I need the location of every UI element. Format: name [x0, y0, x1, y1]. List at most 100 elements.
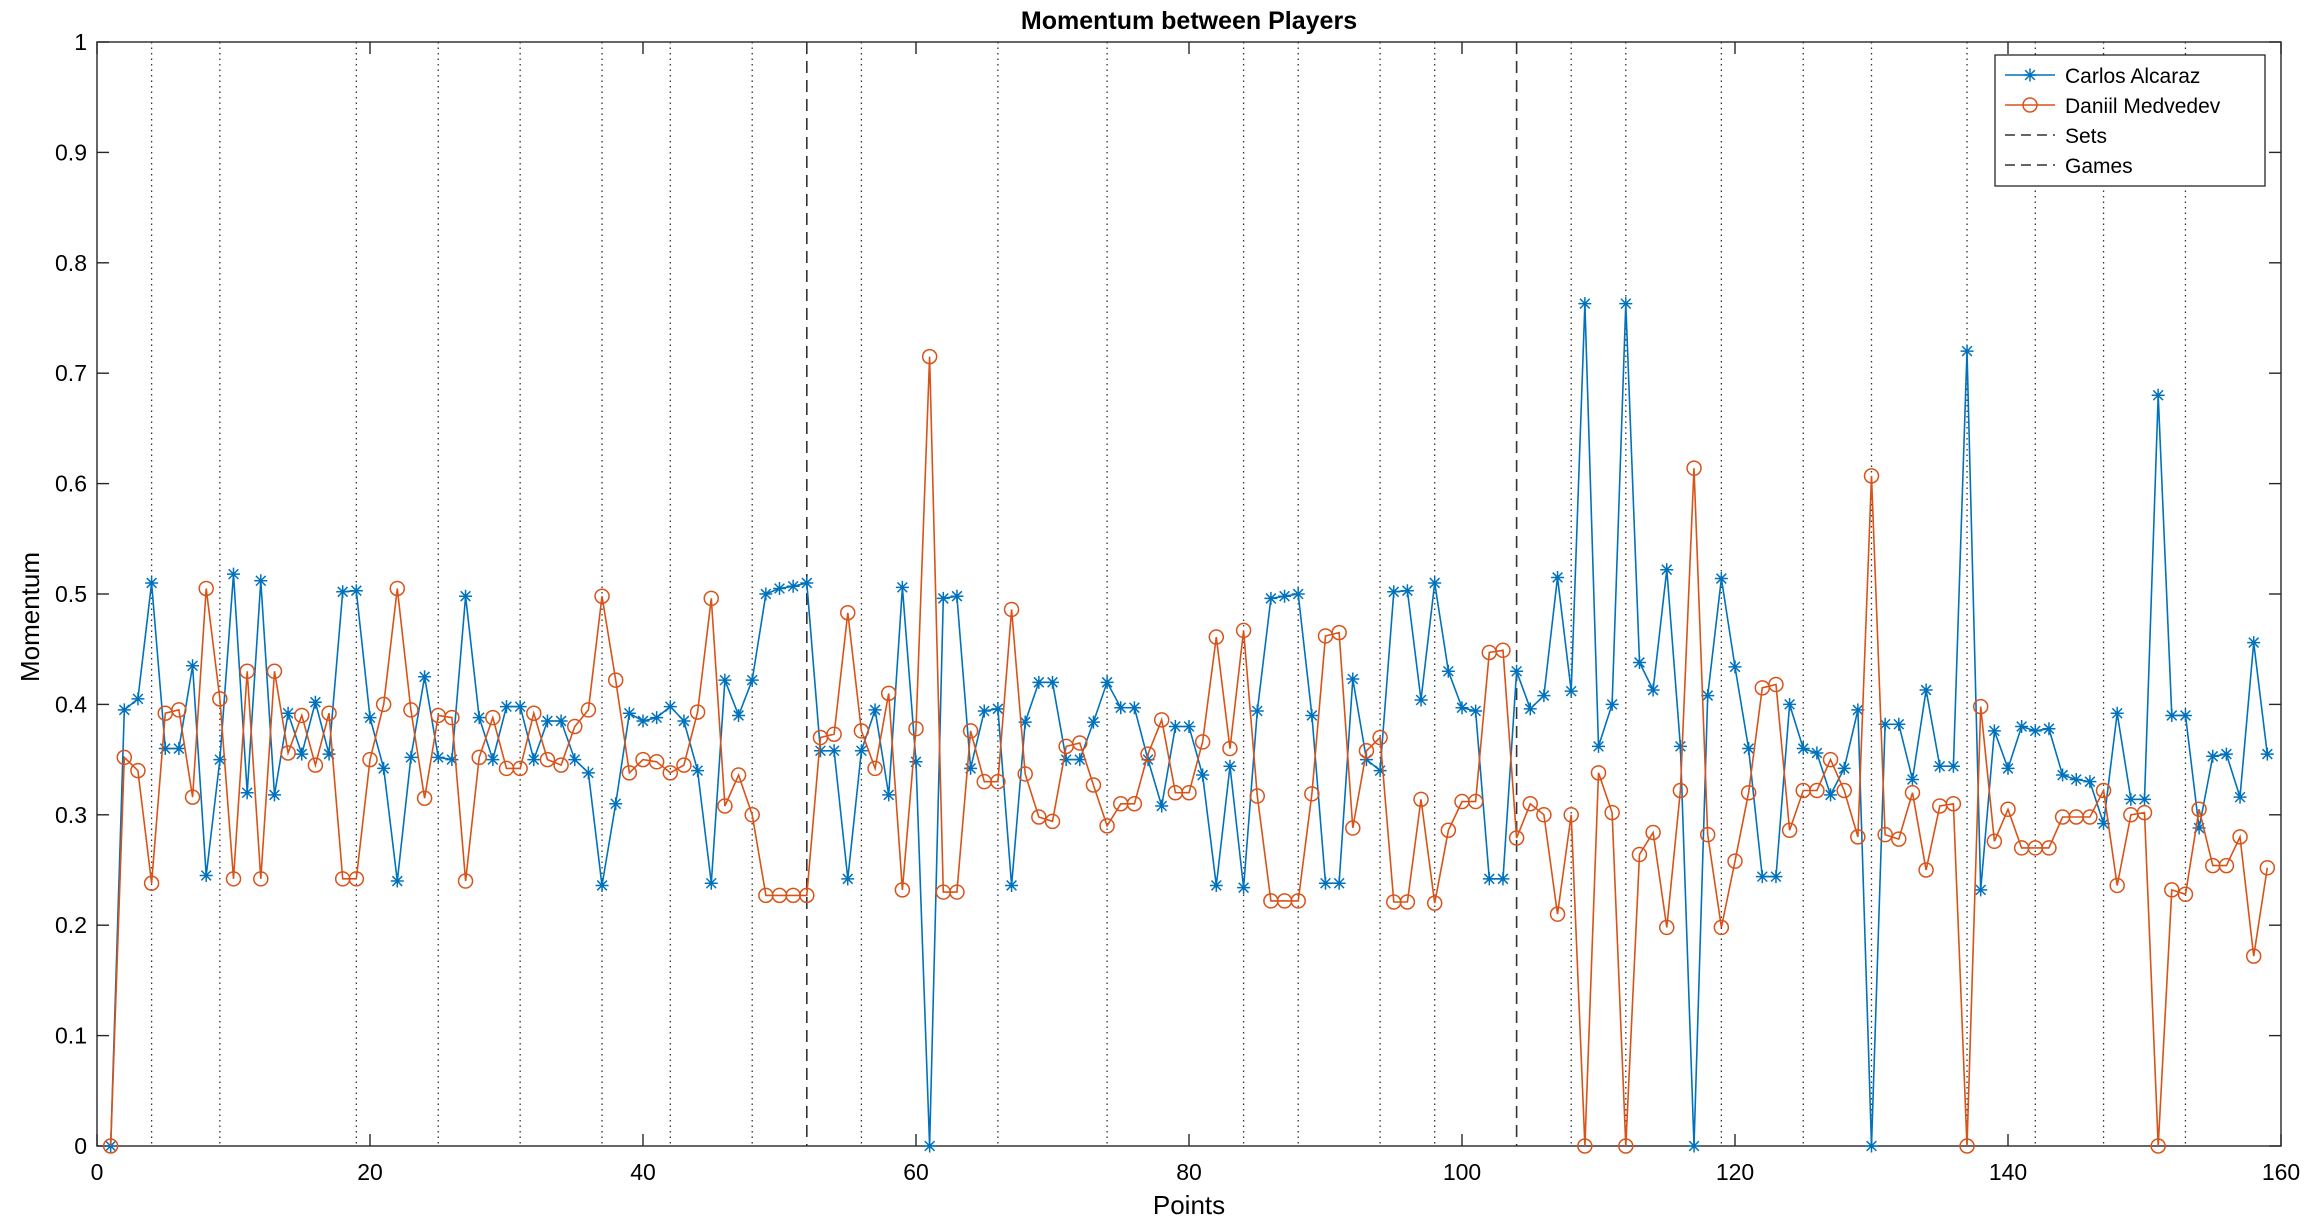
data-point-carlos-alcaraz	[704, 876, 718, 890]
data-point-daniil-medvedev	[648, 754, 665, 770]
x-tick-label: 100	[1443, 1159, 1481, 1185]
data-point-daniil-medvedev	[1631, 846, 1648, 863]
data-point-daniil-medvedev	[962, 723, 979, 739]
data-point-carlos-alcaraz	[1114, 701, 1128, 715]
data-point-daniil-medvedev	[1345, 820, 1361, 836]
data-point-carlos-alcaraz	[390, 874, 404, 888]
data-point-carlos-alcaraz	[199, 869, 213, 883]
data-point-carlos-alcaraz	[254, 574, 268, 588]
data-point-carlos-alcaraz	[2015, 719, 2029, 733]
data-point-daniil-medvedev	[1522, 796, 1538, 812]
data-point-carlos-alcaraz	[1646, 683, 1660, 697]
data-point-daniil-medvedev	[1686, 460, 1702, 476]
data-point-carlos-alcaraz	[1714, 572, 1728, 586]
data-point-daniil-medvedev	[416, 790, 433, 806]
data-point-carlos-alcaraz	[1769, 870, 1783, 884]
data-point-carlos-alcaraz	[1264, 591, 1278, 605]
legend-label: Sets	[2065, 125, 2107, 148]
data-point-carlos-alcaraz	[581, 766, 595, 780]
data-point-daniil-medvedev	[1781, 822, 1798, 839]
data-point-carlos-alcaraz	[1810, 746, 1824, 760]
y-tick-label: 0.1	[55, 1023, 87, 1049]
data-point-daniil-medvedev	[1194, 734, 1211, 750]
data-point-daniil-medvedev	[307, 757, 324, 773]
data-point-carlos-alcaraz	[2042, 722, 2056, 736]
data-point-carlos-alcaraz	[308, 695, 322, 709]
data-point-carlos-alcaraz	[868, 703, 882, 717]
y-tick-label: 0.3	[55, 802, 87, 828]
y-tick-label: 0.2	[55, 912, 87, 938]
data-point-daniil-medvedev	[1017, 766, 1033, 782]
data-point-carlos-alcaraz	[663, 700, 677, 714]
data-point-daniil-medvedev	[471, 749, 487, 766]
data-point-daniil-medvedev	[1645, 824, 1661, 841]
data-point-daniil-medvedev	[1590, 765, 1607, 781]
data-point-carlos-alcaraz	[1059, 753, 1073, 767]
x-axis-label: Points	[1153, 1190, 1225, 1216]
data-point-carlos-alcaraz	[431, 750, 445, 764]
data-point-carlos-alcaraz	[923, 1139, 937, 1153]
data-point-daniil-medvedev	[348, 871, 365, 887]
y-axis-label: Momentum	[15, 552, 45, 682]
data-point-daniil-medvedev	[485, 709, 501, 726]
data-point-daniil-medvedev	[2164, 882, 2180, 898]
data-point-daniil-medvedev	[1153, 712, 1170, 728]
series-carlos-alcaraz	[104, 297, 2274, 1153]
data-point-carlos-alcaraz	[1168, 719, 1182, 733]
data-point-carlos-alcaraz	[1469, 704, 1483, 718]
data-point-carlos-alcaraz	[1865, 1139, 1878, 1153]
data-point-carlos-alcaraz	[1510, 664, 1524, 678]
legend-label: Daniil Medvedev	[2065, 95, 2221, 118]
data-point-carlos-alcaraz	[322, 747, 336, 761]
data-point-daniil-medvedev	[1508, 830, 1525, 846]
data-point-daniil-medvedev	[526, 705, 542, 721]
data-point-daniil-medvedev	[280, 745, 296, 761]
data-point-carlos-alcaraz	[486, 753, 500, 767]
data-point-carlos-alcaraz	[445, 753, 459, 767]
data-point-carlos-alcaraz	[2001, 761, 2015, 775]
data-point-carlos-alcaraz	[1278, 589, 1292, 603]
data-point-carlos-alcaraz	[267, 788, 281, 802]
data-point-carlos-alcaraz	[1005, 878, 1019, 892]
data-point-daniil-medvedev	[2191, 801, 2207, 818]
data-point-carlos-alcaraz	[568, 753, 582, 767]
data-point-carlos-alcaraz	[172, 742, 186, 756]
chart-title: Momentum between Players	[1021, 7, 1357, 35]
data-point-daniil-medvedev	[894, 882, 911, 898]
data-point-carlos-alcaraz	[622, 706, 636, 720]
data-point-daniil-medvedev	[2150, 1138, 2166, 1154]
data-point-daniil-medvedev	[253, 871, 269, 887]
data-point-carlos-alcaraz	[2069, 772, 2083, 786]
y-tick-label: 0.8	[55, 250, 87, 276]
data-point-carlos-alcaraz	[1946, 759, 1960, 773]
data-point-daniil-medvedev	[840, 605, 856, 621]
data-point-carlos-alcaraz	[1824, 788, 1838, 802]
data-point-daniil-medvedev	[184, 789, 201, 805]
data-point-carlos-alcaraz	[677, 714, 691, 728]
x-tick-label: 140	[1989, 1159, 2027, 1185]
data-point-carlos-alcaraz	[1564, 684, 1578, 698]
y-tick-label: 0.7	[55, 360, 87, 386]
data-point-daniil-medvedev	[403, 702, 419, 718]
data-point-carlos-alcaraz	[1619, 297, 1633, 311]
data-point-daniil-medvedev	[1549, 906, 1566, 922]
data-point-daniil-medvedev	[1891, 831, 1907, 847]
data-point-carlos-alcaraz	[1346, 672, 1360, 686]
data-point-carlos-alcaraz	[2083, 775, 2097, 789]
data-point-daniil-medvedev	[294, 707, 310, 724]
axes-box	[96, 41, 2282, 1147]
data-point-carlos-alcaraz	[1496, 872, 1510, 886]
data-point-carlos-alcaraz	[1387, 585, 1401, 599]
data-point-carlos-alcaraz	[773, 581, 786, 595]
data-point-daniil-medvedev	[1618, 1138, 1634, 1154]
data-point-carlos-alcaraz	[745, 673, 759, 687]
data-point-daniil-medvedev	[1222, 740, 1238, 757]
data-point-daniil-medvedev	[1126, 796, 1143, 812]
data-point-carlos-alcaraz	[404, 750, 418, 764]
data-point-daniil-medvedev	[1604, 804, 1620, 821]
data-point-carlos-alcaraz	[1728, 660, 1742, 674]
data-point-carlos-alcaraz	[1250, 704, 1264, 718]
plot-area: 0 20 40 60 80 100 120 140 160 0 0.1 0.2 0.3 0.4 0.5 0.6…	[55, 29, 2300, 1185]
data-point-carlos-alcaraz	[827, 744, 841, 758]
data-point-daniil-medvedev	[2041, 840, 2057, 856]
